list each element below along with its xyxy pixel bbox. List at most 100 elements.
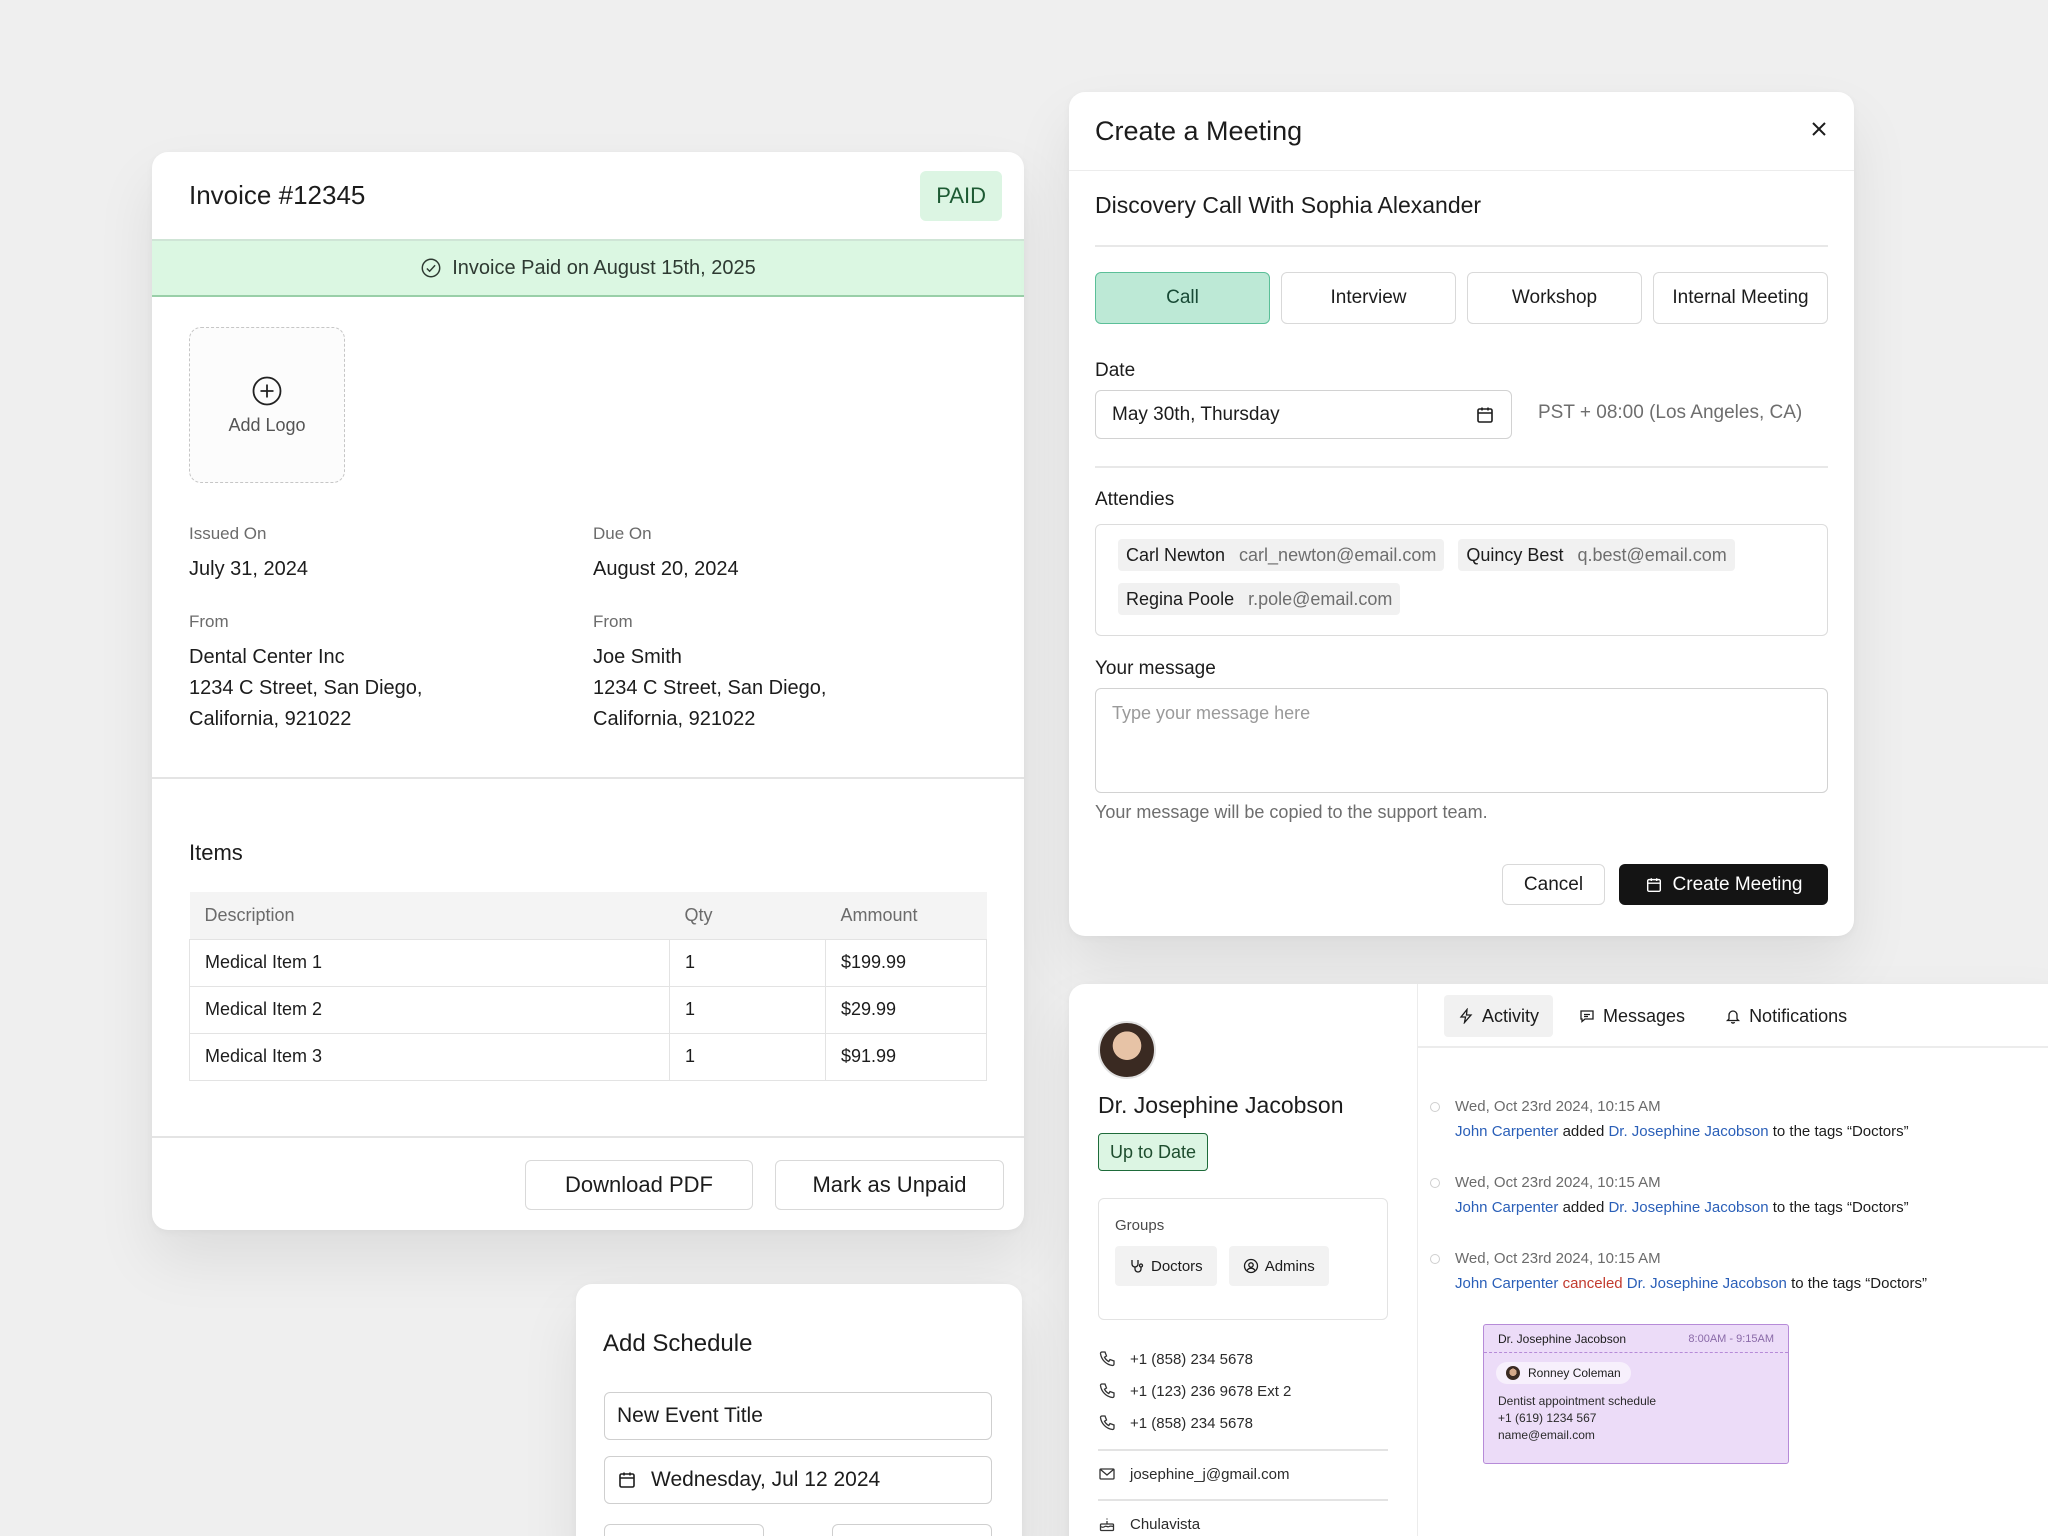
close-button[interactable]	[1810, 120, 1828, 143]
end-time-input[interactable]	[832, 1524, 992, 1536]
calendar-icon	[1477, 407, 1493, 423]
attendee-chip[interactable]: Quincy Best q.best@email.com	[1458, 539, 1735, 571]
attendee-email: carl_newton@email.com	[1239, 544, 1437, 565]
add-logo-label: Add Logo	[228, 414, 306, 435]
target-link[interactable]: Dr. Josephine Jacobson	[1608, 1199, 1769, 1216]
table-row: Medical Item 1 1 $199.99	[189, 938, 987, 987]
appointment-header: Dr. Josephine Jacobson 8:00AM - 9:15AM	[1484, 1325, 1788, 1353]
from-address-line2: California, 921022	[593, 708, 756, 730]
group-chip-admins[interactable]: Admins	[1228, 1246, 1329, 1286]
event-title-value: New Event Title	[617, 1404, 763, 1427]
attendee-chip[interactable]: Regina Poole r.pole@email.com	[1118, 583, 1401, 615]
bell-icon	[1725, 1010, 1741, 1024]
date-picker[interactable]: May 30th, Thursday	[1095, 390, 1512, 439]
table-header-row: Description Qty Ammount	[189, 892, 987, 939]
type-workshop-button[interactable]: Workshop	[1467, 272, 1642, 324]
invoice-card: Invoice #12345 PAID Invoice Paid on Augu…	[152, 152, 1024, 1230]
attendees-field[interactable]: Carl Newton carl_newton@email.com Quincy…	[1095, 524, 1828, 636]
groups-label: Groups	[1115, 1217, 1165, 1234]
paid-banner-text: Invoice Paid on August 15th, 2025	[452, 256, 756, 279]
attendee-email: q.best@email.com	[1577, 544, 1727, 565]
phone-item: +1 (858) 234 5678	[1098, 1414, 1253, 1432]
profile-sidebar: Dr. Josephine Jacobson Up to Date Groups…	[1069, 984, 1418, 1536]
column-header: Ammount	[825, 892, 987, 939]
event-date-value: Wednesday, Jul 12 2024	[651, 1468, 881, 1491]
from-left-field: From Dental Center Inc 1234 C Street, Sa…	[189, 612, 422, 735]
profile-card: Dr. Josephine Jacobson Up to Date Groups…	[1069, 984, 2048, 1536]
download-pdf-button[interactable]: Download PDF	[525, 1160, 753, 1210]
activity-tabs: Activity Messages Notifications	[1444, 995, 1861, 1037]
activity-item: Wed, Oct 23rd 2024, 10:15 AM John Carpen…	[1430, 1250, 1927, 1292]
cancel-button[interactable]: Cancel	[1502, 864, 1605, 905]
add-logo-button[interactable]: Add Logo	[189, 327, 345, 483]
meeting-subject: Discovery Call With Sophia Alexander	[1095, 192, 1482, 218]
dialog-title: Create a Meeting	[1095, 115, 1303, 146]
type-internal-meeting-button[interactable]: Internal Meeting	[1653, 272, 1828, 324]
issued-on-field: Issued On July 31, 2024	[189, 524, 308, 585]
patient-name: Ronney Coleman	[1528, 1366, 1621, 1380]
timezone-label: PST + 08:00 (Los Angeles, CA)	[1538, 402, 1803, 423]
activity-verb: added	[1562, 1199, 1605, 1216]
divider	[1098, 1499, 1388, 1501]
timeline-dot	[1430, 1178, 1440, 1188]
tab-label: Activity	[1482, 1005, 1540, 1026]
group-label: Doctors	[1151, 1257, 1203, 1275]
tab-activity[interactable]: Activity	[1444, 995, 1554, 1037]
divider	[152, 777, 1024, 779]
check-circle-icon	[421, 258, 441, 278]
target-link[interactable]: Dr. Josephine Jacobson	[1608, 1123, 1769, 1140]
tab-messages[interactable]: Messages	[1565, 995, 1699, 1037]
activity-time: Wed, Oct 23rd 2024, 10:15 AM	[1455, 1250, 1661, 1267]
stethoscope-icon	[1131, 1260, 1144, 1273]
attendee-name: Quincy Best	[1466, 544, 1564, 565]
divider	[1095, 466, 1828, 468]
location: Chulavista	[1130, 1515, 1201, 1533]
activity-rest: to the tags “Doctors”	[1772, 1199, 1909, 1216]
attendee-chip[interactable]: Carl Newton carl_newton@email.com	[1118, 539, 1445, 571]
email-address: josephine_j@gmail.com	[1130, 1465, 1290, 1483]
type-interview-button[interactable]: Interview	[1281, 272, 1456, 324]
appointment-description: Dentist appointment schedule	[1498, 1394, 1657, 1408]
tab-label: Messages	[1603, 1005, 1686, 1026]
actor-link[interactable]: John Carpenter	[1455, 1199, 1559, 1216]
event-title-input[interactable]: New Event Title	[604, 1392, 992, 1440]
type-call-button[interactable]: Call	[1095, 272, 1270, 324]
mark-unpaid-button[interactable]: Mark as Unpaid	[775, 1160, 1004, 1210]
phone-icon	[1099, 1351, 1115, 1367]
target-link[interactable]: Dr. Josephine Jacobson	[1626, 1275, 1787, 1292]
from-label: From	[189, 612, 229, 631]
appointment-phone: +1 (619) 1234 567	[1498, 1411, 1597, 1425]
cell-description: Medical Item 2	[189, 985, 670, 1034]
activity-time: Wed, Oct 23rd 2024, 10:15 AM	[1455, 1098, 1661, 1115]
tab-notifications[interactable]: Notifications	[1711, 995, 1861, 1037]
from-label: From	[593, 612, 633, 631]
message-help-text: Your message will be copied to the suppo…	[1095, 802, 1488, 822]
appointment-card[interactable]: Dr. Josephine Jacobson 8:00AM - 9:15AM R…	[1483, 1324, 1789, 1464]
issued-on-label: Issued On	[189, 524, 267, 543]
table-row: Medical Item 2 1 $29.99	[189, 985, 987, 1034]
actor-link[interactable]: John Carpenter	[1455, 1275, 1559, 1292]
column-header: Description	[189, 892, 670, 939]
cake-icon	[1099, 1518, 1115, 1532]
appointment-doctor: Dr. Josephine Jacobson	[1498, 1331, 1627, 1346]
message-icon	[1580, 1010, 1594, 1023]
paid-banner: Invoice Paid on August 15th, 2025	[152, 239, 1024, 297]
message-textarea[interactable]: Type your message here	[1095, 688, 1828, 793]
status-badge: Up to Date	[1098, 1133, 1209, 1171]
phone-item: +1 (858) 234 5678	[1098, 1350, 1253, 1368]
due-on-field: Due On August 20, 2024	[593, 524, 739, 585]
due-on-label: Due On	[593, 524, 652, 543]
start-time-input[interactable]	[604, 1524, 764, 1536]
message-label: Your message	[1095, 658, 1216, 679]
event-date-input[interactable]: Wednesday, Jul 12 2024	[604, 1456, 992, 1504]
from-right-field: From Joe Smith 1234 C Street, San Diego,…	[593, 612, 826, 735]
actor-link[interactable]: John Carpenter	[1455, 1123, 1559, 1140]
create-meeting-button[interactable]: Create Meeting	[1619, 864, 1828, 905]
activity-rest: to the tags “Doctors”	[1772, 1123, 1909, 1140]
schedule-title: Add Schedule	[603, 1330, 753, 1357]
dialog-actions: Cancel Create Meeting	[1502, 864, 1828, 905]
group-chip-doctors[interactable]: Doctors	[1115, 1246, 1217, 1286]
create-meeting-label: Create Meeting	[1672, 873, 1803, 895]
activity-time: Wed, Oct 23rd 2024, 10:15 AM	[1455, 1174, 1661, 1191]
divider	[1418, 1046, 2048, 1048]
